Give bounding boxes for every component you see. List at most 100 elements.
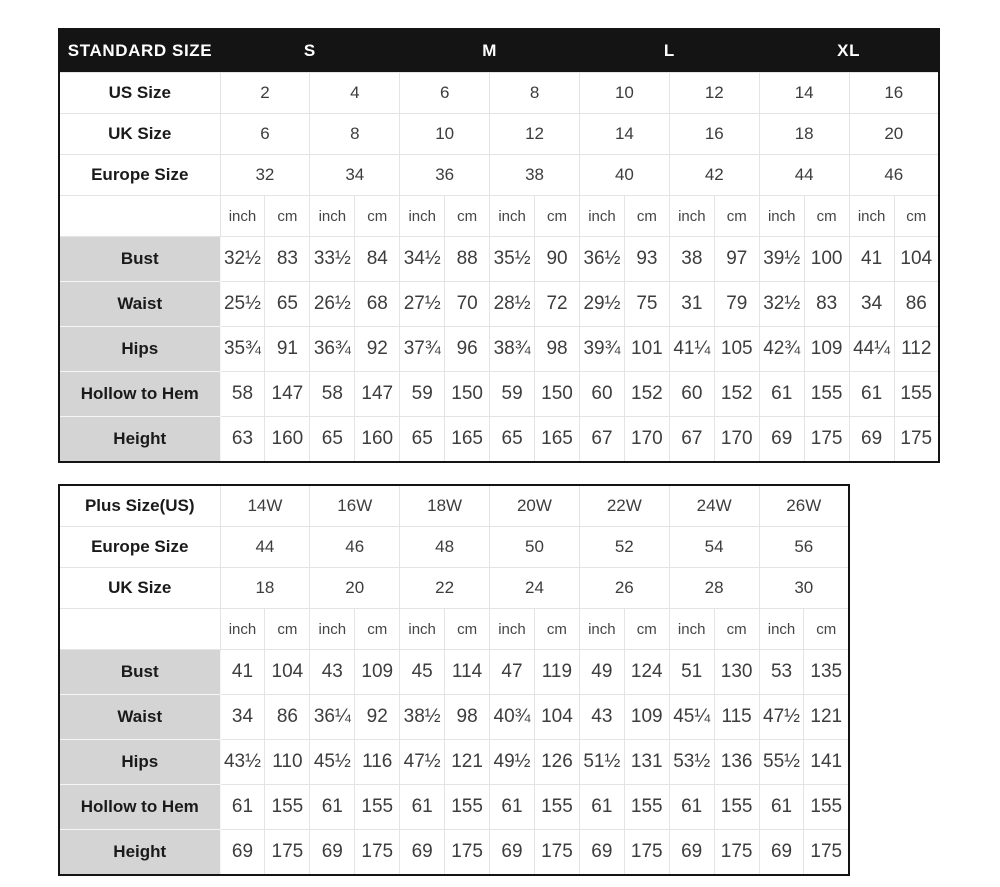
measure-value: 96 — [444, 326, 491, 372]
measure-value: 86 — [893, 281, 940, 327]
unit-label: inch — [219, 195, 266, 237]
measure-value: 109 — [354, 649, 401, 695]
measure-row: Height 63 160 65 160 65 165 65 165 67 170 67 170 69 17… — [58, 416, 940, 463]
measure-value: 131 — [623, 739, 670, 785]
measure-value: 33½ — [309, 236, 356, 282]
size-value: 20 — [309, 567, 401, 609]
unit-label: cm — [444, 195, 491, 237]
measure-value: 38¾ — [489, 326, 536, 372]
measure-value: 141 — [803, 739, 850, 785]
size-value: 8 — [489, 72, 580, 114]
size-group-header: XL — [759, 29, 939, 73]
measure-value: 93 — [623, 236, 670, 282]
size-value: 32 — [219, 154, 311, 196]
size-value: 38 — [489, 154, 580, 196]
size-row: Plus Size(US) 14W 16W 18W 20W 22W 24W 26W — [58, 484, 850, 527]
measure-value: 121 — [444, 739, 491, 785]
measure-value: 69 — [758, 416, 805, 463]
measure-value: 155 — [533, 784, 580, 830]
measure-value: 41¼ — [668, 326, 715, 372]
measure-value: 60 — [668, 371, 715, 417]
measure-value: 61 — [219, 784, 266, 830]
measure-value: 32½ — [758, 281, 805, 327]
measure-value: 175 — [713, 829, 760, 876]
measure-value: 63 — [219, 416, 266, 463]
unit-label: cm — [623, 608, 670, 650]
measure-value: 60 — [579, 371, 625, 417]
measure-value: 79 — [713, 281, 760, 327]
measure-value: 165 — [444, 416, 491, 463]
measure-value: 104 — [264, 649, 311, 695]
size-value: 8 — [309, 113, 401, 155]
measure-value: 165 — [534, 416, 580, 463]
measure-value: 170 — [623, 416, 670, 463]
measure-value: 39¾ — [579, 326, 625, 372]
measure-value: 98 — [444, 694, 491, 740]
size-value: 46 — [848, 154, 940, 196]
measure-row: Bust 32½ 83 33½ 84 34½ 88 35½ 90 36½ 93 38 97 39½ 100 4… — [58, 236, 940, 282]
measure-value: 38 — [668, 236, 715, 282]
measure-value: 155 — [264, 784, 311, 830]
empty-corner-cell — [58, 195, 221, 237]
size-row: Europe Size 32 34 36 38 40 42 44 46 — [58, 154, 940, 196]
unit-label: inch — [399, 608, 446, 650]
size-value: 16 — [848, 72, 940, 114]
measure-value: 88 — [444, 236, 491, 282]
measure-value: 90 — [534, 236, 580, 282]
measure-row-label: Bust — [58, 649, 221, 695]
measure-value: 61 — [668, 784, 715, 830]
measure-row: Hollow to Hem 61 155 61 155 61 155 61 155 61 155 61… — [58, 784, 850, 830]
measure-value: 61 — [758, 784, 805, 830]
measure-value: 67 — [579, 416, 625, 463]
size-value: 22 — [399, 567, 491, 609]
measure-value: 160 — [354, 416, 401, 463]
unit-label: cm — [533, 608, 580, 650]
measure-value: 44¼ — [848, 326, 895, 372]
measure-value: 119 — [533, 649, 580, 695]
unit-label: cm — [713, 608, 760, 650]
measure-value: 83 — [803, 281, 850, 327]
measure-value: 40¾ — [489, 694, 535, 740]
measure-row-label: Height — [58, 416, 221, 463]
measure-value: 38½ — [399, 694, 446, 740]
size-value: 24W — [668, 484, 760, 527]
size-value: 12 — [668, 72, 760, 114]
measure-value: 51½ — [578, 739, 625, 785]
measure-value: 47½ — [399, 739, 446, 785]
measure-value: 100 — [803, 236, 850, 282]
measure-value: 53½ — [668, 739, 715, 785]
measure-value: 155 — [354, 784, 401, 830]
measure-value: 65 — [309, 416, 356, 463]
size-value: 16 — [668, 113, 760, 155]
row-label: US Size — [58, 72, 221, 114]
size-value: 6 — [399, 72, 491, 114]
measure-value: 41 — [848, 236, 895, 282]
size-value: 12 — [489, 113, 580, 155]
measure-value: 65 — [264, 281, 311, 327]
measure-row-label: Height — [58, 829, 221, 876]
measure-value: 45 — [399, 649, 446, 695]
measure-value: 27½ — [399, 281, 446, 327]
measure-value: 42¾ — [758, 326, 805, 372]
unit-row: inch cm inch cm inch cm inch cm inch cm inch cm inch… — [58, 195, 940, 237]
size-row: UK Size 18 20 22 24 26 28 30 — [58, 567, 850, 609]
measure-value: 175 — [533, 829, 580, 876]
measure-value: 43 — [309, 649, 356, 695]
unit-label: cm — [803, 608, 850, 650]
measure-value: 68 — [354, 281, 401, 327]
measure-value: 69 — [219, 829, 266, 876]
measure-value: 61 — [309, 784, 356, 830]
measure-value: 115 — [713, 694, 760, 740]
measure-value: 51 — [668, 649, 715, 695]
size-value: 10 — [579, 72, 670, 114]
row-label: Plus Size(US) — [58, 484, 221, 527]
measure-value: 34 — [848, 281, 895, 327]
unit-label: cm — [893, 195, 940, 237]
measure-value: 35½ — [489, 236, 536, 282]
measure-row: Hips 43½ 110 45½ 116 47½ 121 49½ 126 51½ 131 53½ 136… — [58, 739, 850, 785]
measure-value: 61 — [848, 371, 895, 417]
unit-label: inch — [668, 195, 715, 237]
unit-label: inch — [219, 608, 266, 650]
measure-value: 69 — [489, 829, 535, 876]
